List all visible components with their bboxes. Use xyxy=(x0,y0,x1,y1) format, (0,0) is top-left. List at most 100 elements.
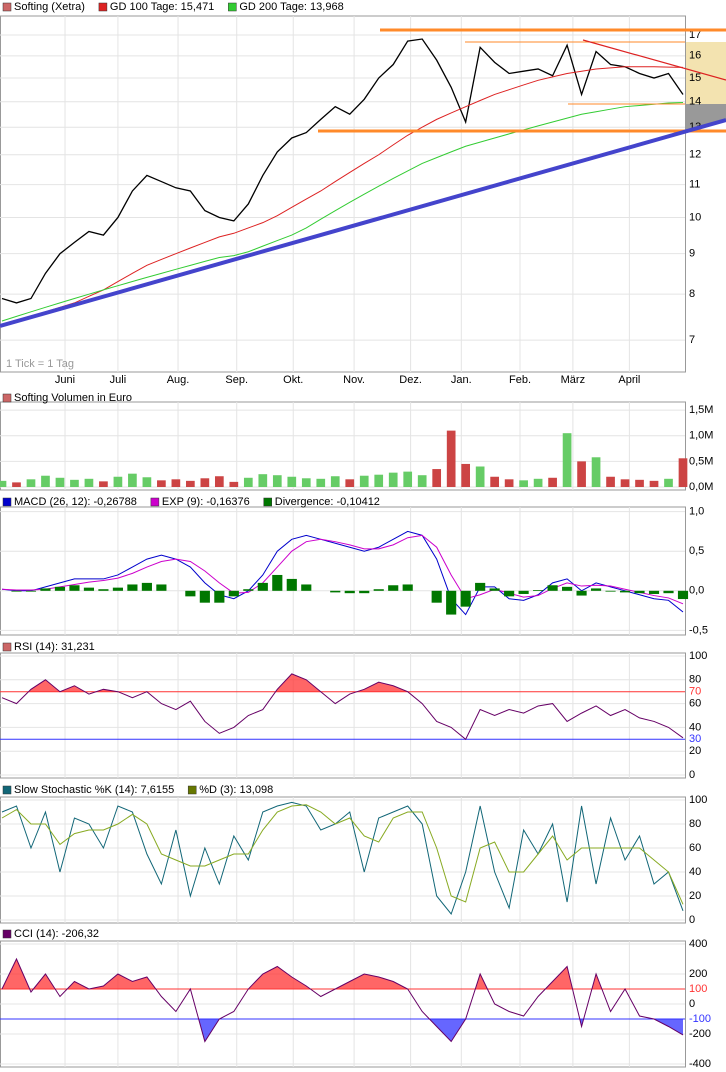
threshold-fill xyxy=(28,673,408,692)
series-line xyxy=(1,804,684,905)
legend-swatch xyxy=(98,2,108,12)
volume-bar xyxy=(591,457,601,487)
volume-bar xyxy=(635,479,644,487)
volume-bar xyxy=(548,477,557,487)
volume-bar xyxy=(417,475,427,487)
y-tick-label: 0,0 xyxy=(689,585,704,597)
volume-bar xyxy=(301,478,311,487)
divergence-bar xyxy=(243,589,254,591)
divergence-bar xyxy=(344,590,355,594)
volume-bar xyxy=(649,480,659,487)
plot-area xyxy=(0,15,686,373)
x-tick-label: April xyxy=(618,374,640,386)
volume-bar xyxy=(388,472,398,487)
tick-note: 1 Tick = 1 Tag xyxy=(6,358,74,370)
volume-bar xyxy=(519,480,528,487)
volume-bar xyxy=(171,479,181,487)
legend-label: GD 100 Tage: 15,471 xyxy=(110,1,214,13)
volume-bar xyxy=(374,474,384,487)
divergence-bar xyxy=(562,586,573,591)
divergence-bar xyxy=(576,590,587,596)
gap-zone xyxy=(685,104,726,130)
divergence-bar xyxy=(272,574,283,591)
divergence-bar xyxy=(446,590,457,615)
divergence-bar xyxy=(214,590,225,603)
divergence-bar xyxy=(590,588,602,591)
volume-bar xyxy=(70,479,79,487)
volume-bar xyxy=(229,481,239,487)
y-tick-label: 60 xyxy=(689,698,701,710)
legend-label: CCI (14): -206,32 xyxy=(14,928,99,940)
x-tick-label: Okt. xyxy=(283,374,303,386)
volume-bar xyxy=(287,476,297,487)
divergence-bar xyxy=(301,584,312,591)
y-tick-label: 400 xyxy=(689,938,707,950)
divergence-bar xyxy=(359,590,370,594)
volume-bar xyxy=(446,430,456,487)
x-tick-label: Dez. xyxy=(399,374,422,386)
volume-bar xyxy=(272,475,282,487)
y-tick-label: 0 xyxy=(689,769,695,781)
y-tick-label: 0 xyxy=(689,998,695,1010)
y-tick-label: 40 xyxy=(689,721,701,733)
divergence-bar xyxy=(663,590,674,594)
legend-swatch xyxy=(2,393,12,403)
y-tick-label: 17 xyxy=(689,29,701,41)
plot-area xyxy=(0,652,686,779)
divergence-bar xyxy=(156,584,167,591)
legend-label: GD 200 Tage: 13,968 xyxy=(239,1,343,13)
series-line xyxy=(1,530,684,616)
volume-bar xyxy=(258,474,268,487)
series-line xyxy=(1,38,684,304)
y-tick-label: 10 xyxy=(689,211,701,223)
legend-swatch xyxy=(2,497,12,507)
divergence-bar xyxy=(634,590,645,594)
volume-bar xyxy=(99,481,108,487)
legend-swatch xyxy=(263,497,272,507)
series-line xyxy=(1,957,684,1043)
divergence-bar xyxy=(489,588,500,591)
y-tick-label: 100 xyxy=(689,794,707,806)
volume-bar xyxy=(461,463,471,487)
volume-bar xyxy=(403,471,413,487)
volume-bar xyxy=(606,476,615,487)
volume-bar xyxy=(26,479,36,487)
legend-swatch xyxy=(187,785,197,795)
divergence-bar xyxy=(388,585,399,591)
volume-bar xyxy=(55,477,65,487)
divergence-bar xyxy=(460,590,471,607)
divergence-bar xyxy=(619,590,631,593)
divergence-bar xyxy=(431,590,442,603)
legend-swatch xyxy=(2,785,12,795)
x-tick-label: März xyxy=(561,374,585,386)
y-tick-label: 80 xyxy=(689,818,701,830)
legend-label: Divergence: -0,10412 xyxy=(275,496,380,508)
divergence-bar xyxy=(286,578,297,591)
volume-bar xyxy=(186,480,195,487)
x-tick-label: Juni xyxy=(55,374,75,386)
divergence-bar xyxy=(504,590,515,597)
y-tick-label: 0,5M xyxy=(689,455,713,467)
y-tick-label: 0,5 xyxy=(689,545,704,557)
volume-bar xyxy=(330,476,340,487)
y-tick-label: 14 xyxy=(689,96,701,108)
x-tick-label: Nov. xyxy=(343,374,365,386)
series-line xyxy=(1,102,684,322)
y-tick-label: 9 xyxy=(689,248,695,260)
y-tick-label: 20 xyxy=(689,745,701,757)
y-tick-label: 7 xyxy=(689,334,695,346)
volume-bar xyxy=(562,433,572,487)
volume-bar xyxy=(84,478,94,487)
volume-bar xyxy=(128,473,137,487)
divergence-bar xyxy=(330,590,341,593)
y-tick-label: 15 xyxy=(689,72,701,84)
volume-bar xyxy=(0,480,7,487)
plot-area xyxy=(0,796,686,924)
y-tick-label: 1,0M xyxy=(689,430,713,442)
x-tick-label: Juli xyxy=(110,374,127,386)
volume-bar xyxy=(475,466,485,487)
volume-bar xyxy=(620,479,630,487)
divergence-bar xyxy=(69,585,80,591)
volume-bar xyxy=(678,458,688,487)
volume-bar xyxy=(316,478,326,487)
